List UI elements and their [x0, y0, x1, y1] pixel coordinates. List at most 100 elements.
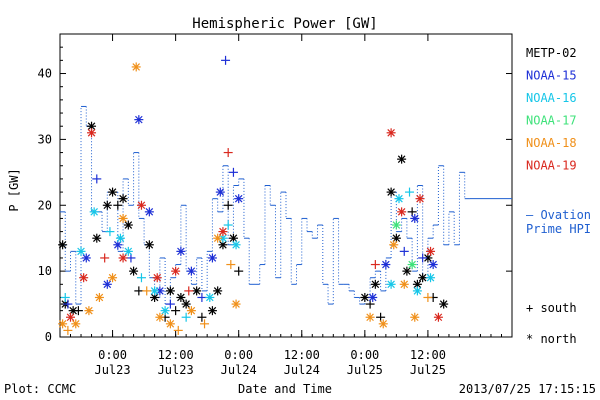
north-marker [155, 312, 165, 322]
chart-title: Hemispheric Power [GW] [192, 16, 377, 32]
marker-stroke [166, 287, 175, 295]
marker-stroke [150, 287, 159, 295]
marker-stroke [229, 234, 238, 242]
y-axis: 0 10 20 30 40 [38, 33, 512, 344]
marker-stroke [187, 306, 196, 315]
north-marker [165, 286, 175, 296]
north-marker [386, 128, 396, 138]
north-marker [81, 253, 91, 263]
x-tick-time-label: 0:00 [224, 348, 253, 362]
marker-stroke [150, 293, 159, 302]
marker-stroke [413, 280, 422, 289]
north-marker [118, 253, 128, 263]
marker-stroke [208, 306, 217, 315]
north-marker [176, 246, 186, 256]
north-marker [192, 286, 202, 296]
marker-stroke [171, 267, 180, 275]
south-marker [423, 292, 433, 302]
marker-stroke [387, 188, 395, 196]
north-marker [378, 319, 388, 329]
south-marker [226, 260, 236, 270]
south-marker [100, 253, 110, 263]
ovation-legend-line2: Prime HPI [526, 222, 591, 236]
north-marker [66, 312, 76, 322]
marker-stroke [82, 254, 91, 262]
marker-stroke [361, 293, 369, 302]
marker-stroke [400, 280, 409, 289]
south-marker [63, 325, 73, 335]
marker-stroke [161, 306, 169, 315]
north-marker [418, 273, 428, 283]
north-marker [144, 207, 154, 217]
north-marker [402, 266, 412, 276]
north-marker [426, 273, 436, 283]
marker-stroke [371, 280, 380, 289]
south-marker [228, 167, 238, 177]
marker-stroke [213, 287, 222, 295]
x-axis: 0:00Jul2312:00Jul230:00Jul2412:00Jul240:… [59, 34, 513, 377]
marker-stroke [208, 254, 217, 262]
marker-stroke [90, 208, 98, 216]
marker-stroke [85, 306, 93, 315]
marker-stroke [177, 247, 185, 256]
marker-stroke [66, 313, 75, 322]
marker-stroke [177, 293, 185, 302]
marker-stroke [219, 240, 227, 249]
south-marker [184, 286, 194, 296]
plot-credit: Plot: CCMC [4, 382, 76, 396]
north-marker [231, 240, 241, 250]
x-tick-time-label: 0:00 [350, 348, 379, 362]
marker-stroke [95, 293, 104, 302]
x-tick-date-label: Jul23 [158, 363, 194, 377]
north-marker [102, 279, 112, 289]
marker-stroke [58, 240, 67, 249]
marker-stroke [408, 260, 416, 269]
marker-stroke [87, 122, 96, 131]
marker-stroke [103, 201, 112, 210]
north-marker [129, 266, 139, 276]
data-markers [58, 55, 449, 335]
marker-stroke [213, 234, 222, 242]
north-marker [152, 273, 162, 283]
north-marker [136, 200, 146, 210]
south-marker [234, 266, 244, 276]
marker-stroke [145, 240, 154, 249]
marker-stroke [153, 273, 162, 282]
north-marker [389, 240, 399, 250]
x-tick-time-label: 12:00 [410, 348, 446, 362]
north-marker [79, 273, 89, 283]
north-marker [118, 213, 128, 223]
marker-stroke [387, 129, 395, 137]
north-marker [84, 306, 94, 316]
marker-stroke [368, 293, 377, 302]
north-marker [397, 154, 407, 164]
marker-stroke [145, 208, 154, 216]
marker-stroke [129, 267, 138, 275]
south-marker [223, 200, 233, 210]
x-tick-date-label: Jul23 [94, 363, 130, 377]
y-tick-label: 30 [38, 132, 52, 146]
south-marker [200, 319, 210, 329]
south-marker [92, 174, 102, 184]
marker-stroke [119, 214, 127, 223]
marker-stroke [232, 300, 240, 308]
north-marker [415, 194, 425, 204]
north-marker [131, 62, 141, 72]
north-marker [386, 279, 396, 289]
marker-stroke [187, 267, 196, 275]
y-axis-label: P [GW] [7, 168, 21, 211]
marker-stroke [108, 188, 117, 196]
marker-stroke [395, 194, 403, 203]
x-tick-time-label: 12:00 [158, 348, 194, 362]
north-marker [439, 299, 449, 309]
marker-stroke [103, 280, 112, 289]
north-marker [365, 312, 375, 322]
north-marker [386, 187, 396, 197]
marker-stroke [434, 313, 443, 322]
marker-stroke [410, 214, 419, 223]
marker-stroke [166, 320, 175, 328]
y-tick-label: 40 [38, 67, 52, 81]
marker-stroke [58, 320, 67, 328]
north-marker [186, 266, 196, 276]
